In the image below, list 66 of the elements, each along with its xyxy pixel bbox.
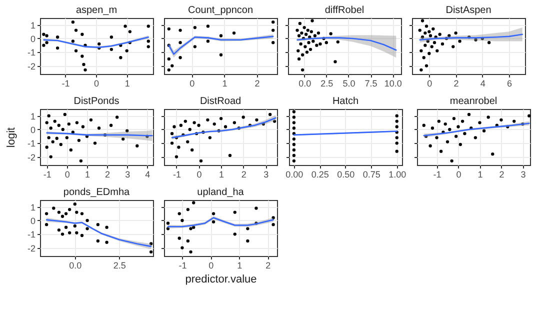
chart-title: DistRoad [200, 96, 242, 107]
chart-title: upland_ha [197, 187, 244, 198]
y-tick-label: 1 [30, 20, 36, 30]
x-tick-label: 1 [222, 78, 228, 88]
chart-title: diffRobel [324, 5, 364, 16]
chart-title: Count_ppncon [188, 5, 254, 16]
x-tick-label: -1 [43, 170, 52, 180]
x-tick-label: 1 [478, 170, 483, 180]
y-axis-title: logit [6, 127, 18, 148]
x-tick-label: 4 [480, 78, 486, 88]
y-tick-label: -2 [27, 152, 36, 162]
x-tick-label: 2 [241, 170, 246, 180]
x-tick-label: 2.5 [113, 260, 126, 270]
chart-title: ponds_EDmha [63, 187, 130, 198]
x-tick-label: 0 [196, 170, 202, 180]
y-tick-label: 0 [30, 124, 36, 135]
x-tick-label: 1 [124, 78, 130, 88]
x-tick-label: 1 [237, 260, 242, 270]
x-tick-label: -1 [178, 260, 187, 270]
x-tick-label: 3 [264, 170, 269, 180]
x-tick-label: 1.00 [388, 170, 406, 180]
x-tick-label: 1 [219, 170, 224, 180]
x-tick-label: 0 [427, 78, 432, 88]
chart-title: Hatch [332, 96, 359, 107]
chart-title: DistAspen [446, 5, 492, 16]
x-tick-label: 0 [64, 170, 70, 180]
x-tick-label: 2.5 [320, 78, 334, 88]
x-tick-label: 0.50 [337, 170, 355, 180]
y-tick-label: -1 [27, 230, 36, 240]
y-tick-label: -2 [27, 61, 36, 72]
chart-title: aspen_m [76, 5, 118, 16]
x-tick-label: 2 [266, 260, 271, 270]
x-tick-label: 0.00 [286, 170, 304, 180]
x-tick-label: 0 [190, 78, 195, 88]
x-tick-label: 6 [507, 78, 512, 88]
chart-title: DistPonds [74, 96, 120, 107]
x-tick-label: -1 [62, 78, 70, 88]
x-tick-label: 10.0 [384, 78, 402, 88]
x-tick-label: -1 [172, 170, 181, 180]
y-tick-label: -1 [27, 48, 36, 58]
y-tick-label: 0 [30, 34, 36, 44]
chart-title: meanrobel [450, 96, 498, 107]
x-tick-label: 0 [456, 170, 462, 180]
y-tick-label: -2 [27, 243, 36, 254]
x-tick-label: 2 [499, 170, 504, 180]
x-tick-label: 0.25 [311, 170, 329, 180]
y-tick-label: 1 [30, 111, 36, 122]
x-tick-label: 2 [254, 78, 260, 88]
x-tick-label: 2 [454, 78, 459, 88]
x-tick-label: 0 [94, 78, 100, 88]
x-tick-label: 3 [520, 170, 526, 180]
x-tick-label: 3 [125, 170, 130, 180]
x-tick-label: -1 [433, 170, 442, 180]
x-tick-label: 4 [145, 170, 150, 180]
x-tick-label: 0 [208, 260, 214, 270]
x-tick-label: 1 [84, 170, 90, 180]
y-tick-label: 1 [30, 202, 36, 212]
x-tick-label: 7.5 [364, 78, 378, 88]
x-tick-label: 0.75 [362, 170, 380, 180]
x-tick-label: 5.0 [342, 78, 356, 88]
x-tick-label: 2 [105, 170, 110, 180]
x-axis-title: predictor.value [185, 274, 257, 286]
y-tick-label: 0 [30, 216, 36, 226]
x-tick-label: 0.0 [69, 260, 82, 270]
x-tick-label: 0.0 [298, 78, 312, 88]
y-tick-label: -1 [27, 138, 36, 149]
